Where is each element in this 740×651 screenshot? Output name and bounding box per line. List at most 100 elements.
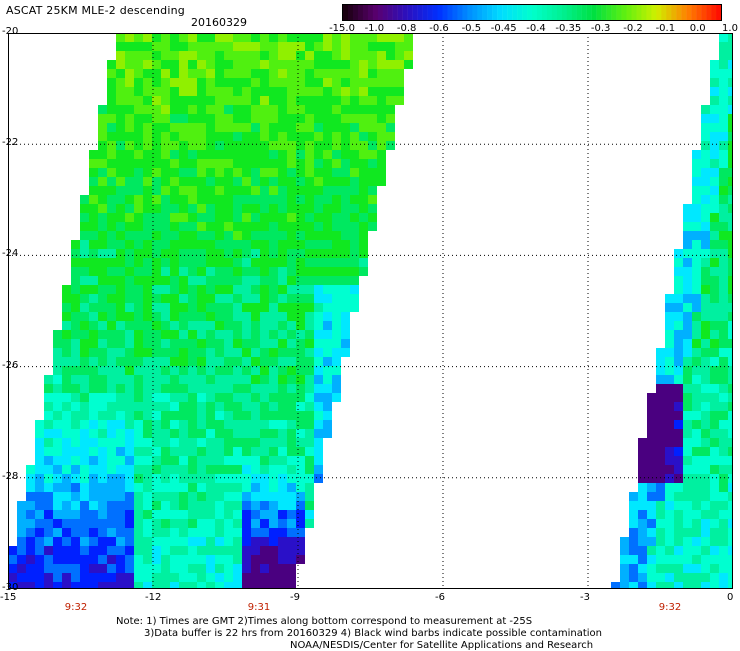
swath-cell	[323, 357, 332, 366]
swath-cell	[197, 402, 206, 411]
swath-cell	[242, 195, 251, 204]
swath-cell	[647, 438, 656, 447]
swath-cell	[314, 420, 323, 429]
swath-cell	[35, 546, 44, 555]
swath-cell	[134, 555, 143, 564]
swath-cell	[215, 60, 224, 69]
swath-cell	[260, 69, 269, 78]
swath-cell	[251, 528, 260, 537]
swath-cell	[143, 384, 152, 393]
swath-cell	[242, 231, 251, 240]
x-tick-label: 0	[727, 592, 734, 603]
swath-cell	[170, 384, 179, 393]
swath-cell	[242, 393, 251, 402]
swath-cell	[143, 582, 152, 589]
swath-cell	[206, 528, 215, 537]
swath-cell	[233, 546, 242, 555]
swath-cell	[683, 501, 692, 510]
swath-cell	[125, 240, 134, 249]
swath-cell	[161, 438, 170, 447]
colorbar-segment	[437, 5, 443, 20]
swath-cell	[728, 348, 733, 357]
swath-cell	[710, 222, 719, 231]
swath-cell	[197, 303, 206, 312]
swath-cell	[647, 510, 656, 519]
swath-cell	[701, 366, 710, 375]
swath-cell	[161, 375, 170, 384]
swath-cell	[89, 231, 98, 240]
swath-cell	[125, 348, 134, 357]
colorbar-segment	[606, 5, 612, 20]
swath-cell	[215, 357, 224, 366]
swath-cell	[143, 204, 152, 213]
swath-cell	[260, 195, 269, 204]
swath-cell	[269, 519, 278, 528]
swath-cell	[260, 330, 269, 339]
swath-cell	[701, 276, 710, 285]
swath-cell	[251, 537, 260, 546]
swath-cell	[278, 537, 287, 546]
swath-cell	[314, 294, 323, 303]
swath-cell	[719, 366, 728, 375]
swath-cell	[314, 51, 323, 60]
swath-cell	[242, 285, 251, 294]
swath-cell	[359, 213, 368, 222]
swath-cell	[683, 204, 692, 213]
swath-cell	[71, 492, 80, 501]
swath-cell	[53, 411, 62, 420]
swath-cell	[350, 141, 359, 150]
swath-cell	[269, 492, 278, 501]
swath-cell	[89, 519, 98, 528]
swath-cell	[188, 357, 197, 366]
swath-cell	[314, 96, 323, 105]
swath-cell	[161, 105, 170, 114]
swath-cell	[728, 501, 733, 510]
swath-cell	[107, 285, 116, 294]
swath-cell	[287, 330, 296, 339]
swath-cell	[674, 330, 683, 339]
swath-cell	[296, 438, 305, 447]
swath-cell	[314, 240, 323, 249]
colorbar-segment	[532, 5, 538, 20]
swath-cell	[323, 51, 332, 60]
swath-cell	[710, 96, 719, 105]
swath-cell	[116, 285, 125, 294]
swath-cell	[161, 582, 170, 589]
swath-cell	[701, 105, 710, 114]
swath-cell	[620, 537, 629, 546]
swath-cell	[71, 555, 80, 564]
swath-cell	[224, 276, 233, 285]
swath-cell	[107, 267, 116, 276]
swath-cell	[80, 231, 89, 240]
swath-cell	[242, 456, 251, 465]
swath-cell	[116, 519, 125, 528]
swath-cell	[251, 429, 260, 438]
swath-cell	[674, 483, 683, 492]
swath-cell	[350, 123, 359, 132]
swath-cell	[62, 357, 71, 366]
swath-cell	[287, 87, 296, 96]
swath-cell	[170, 321, 179, 330]
swath-cell	[242, 276, 251, 285]
swath-cell	[692, 582, 701, 589]
swath-cell	[665, 303, 674, 312]
swath-cell	[215, 150, 224, 159]
swath-cell	[242, 159, 251, 168]
swath-cell	[233, 393, 242, 402]
swath-cell	[233, 510, 242, 519]
swath-cell	[269, 141, 278, 150]
swath-cell	[323, 177, 332, 186]
swath-cell	[269, 96, 278, 105]
swath-cell	[188, 69, 197, 78]
swath-cell	[305, 96, 314, 105]
swath-cell	[305, 159, 314, 168]
swath-cell	[278, 123, 287, 132]
swath-cell	[197, 384, 206, 393]
swath-cell	[242, 519, 251, 528]
swath-cell	[701, 159, 710, 168]
swath-cell	[116, 312, 125, 321]
swath-cell	[251, 330, 260, 339]
swath-cell	[215, 519, 224, 528]
swath-cell	[242, 177, 251, 186]
swath-cell	[701, 384, 710, 393]
